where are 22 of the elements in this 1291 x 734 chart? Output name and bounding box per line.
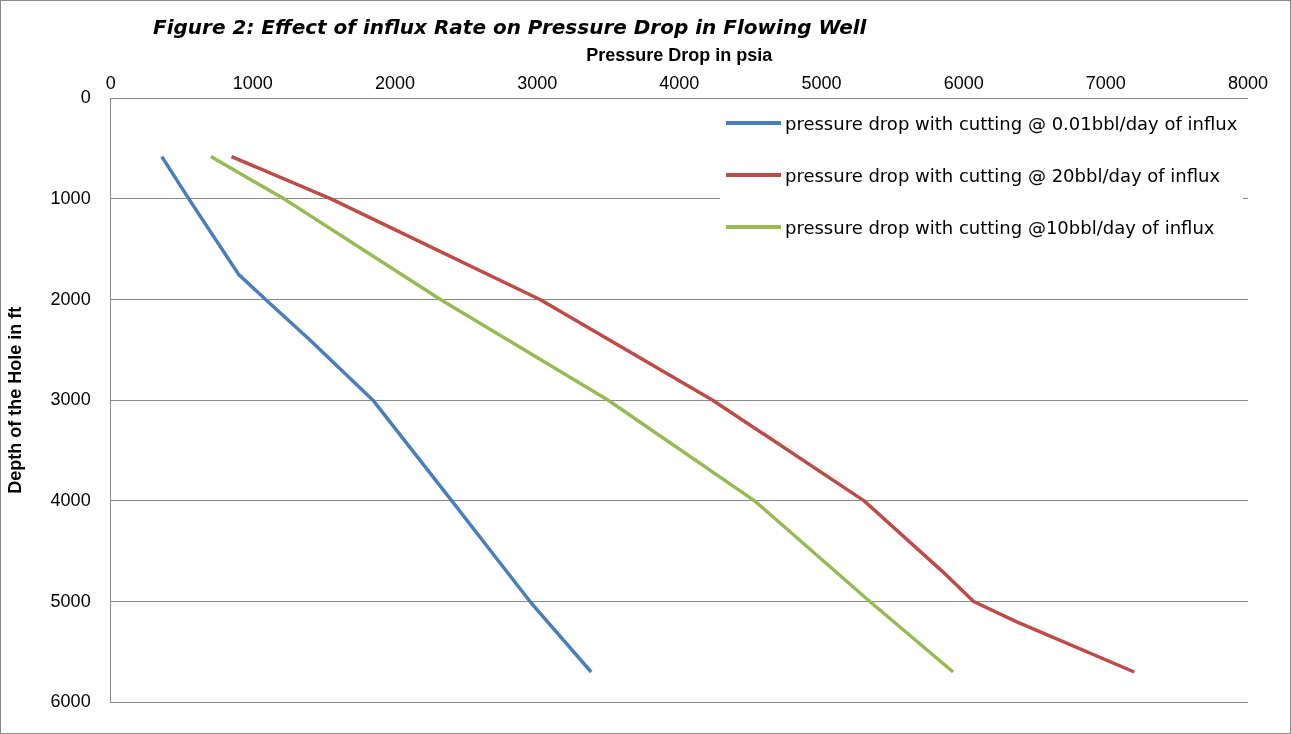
y-tick-label: 4000 xyxy=(50,489,91,510)
y-tick-label: 3000 xyxy=(50,389,91,410)
y-tick-label: 2000 xyxy=(50,288,91,309)
legend-label: pressure drop with cutting @ 0.01bbl/day of influx xyxy=(784,112,1238,134)
y-tick-label: 5000 xyxy=(50,590,91,611)
x-axis-title: Pressure Drop in psia xyxy=(586,44,774,65)
x-tick-label: 5000 xyxy=(801,73,842,94)
y-tick-label: 1000 xyxy=(50,187,91,208)
x-tick-label: 8000 xyxy=(1227,73,1268,94)
y-tick-label: 0 xyxy=(80,87,91,108)
y-axis-title: Depth of the Hole in ft xyxy=(4,306,25,494)
x-tick-label: 7000 xyxy=(1085,73,1126,94)
legend-label: pressure drop with cutting @ 20bbl/day of influx xyxy=(784,164,1221,186)
chart-title: Figure 2: Effect of influx Rate on Pressure Drop in Flowing Well xyxy=(153,15,867,39)
x-tick-label: 4000 xyxy=(659,73,700,94)
x-tick-label: 0 xyxy=(105,73,116,94)
x-tick-label: 3000 xyxy=(517,73,558,94)
x-tick-label: 6000 xyxy=(943,73,984,94)
legend-label: pressure drop with cutting @10bbl/day of influx xyxy=(784,216,1215,238)
x-tick-label: 2000 xyxy=(374,73,415,94)
y-tick-label: 6000 xyxy=(50,691,91,712)
x-tick-label: 1000 xyxy=(232,73,273,94)
